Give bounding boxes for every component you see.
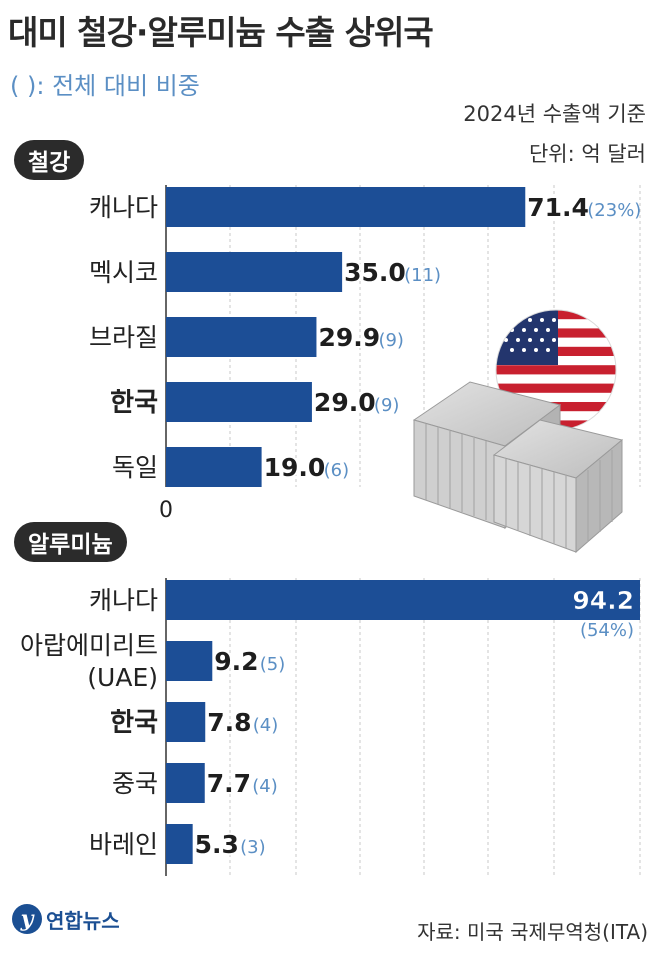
bar	[166, 187, 526, 227]
bar	[166, 824, 193, 864]
category-label: 브라질	[89, 323, 158, 352]
category-label: 캐나다	[89, 193, 158, 222]
category-label: 중국	[112, 769, 158, 798]
bar	[166, 382, 312, 422]
section-badge-aluminum: 알루미늄	[14, 522, 127, 562]
category-label: 한국	[110, 708, 158, 738]
category-label: 캐나다	[89, 586, 158, 615]
category-label: 아랍에미리트	[20, 631, 158, 660]
value-label: 7.8	[207, 708, 251, 737]
share-label: (4)	[253, 715, 279, 736]
unit-note: 단위: 억 달러	[528, 142, 646, 166]
chart-subtitle: ( ): 전체 대비 비중	[10, 72, 200, 100]
share-label: (9)	[378, 330, 404, 351]
bar	[166, 641, 213, 681]
share-label: (5)	[260, 654, 286, 675]
share-label: (6)	[324, 460, 350, 481]
yonhap-logo: y 연합뉴스	[12, 904, 120, 934]
category-label: (UAE)	[87, 663, 158, 692]
axis-zero-label: 0	[159, 498, 173, 523]
share-label: (9)	[374, 395, 400, 416]
value-label: 94.2	[572, 586, 634, 615]
bar	[166, 763, 205, 803]
source-note: 자료: 미국 국제무역청(ITA)	[417, 920, 648, 944]
value-label: 5.3	[195, 830, 239, 859]
logo-text: 연합뉴스	[46, 908, 120, 933]
share-label: (3)	[240, 837, 266, 858]
steel-bar-chart: 캐나다 71.4(23%)멕시코 35.0(11)브라질 29.9(9)한국 29.0(…	[89, 185, 641, 523]
share-label: (54%)	[580, 620, 634, 641]
value-label: 71.4	[527, 193, 589, 222]
share-label: (4)	[252, 776, 278, 797]
bar	[166, 580, 640, 620]
value-label: 29.9	[318, 323, 380, 352]
value-label: 29.0	[314, 388, 376, 417]
value-label: 9.2	[214, 647, 258, 676]
basis-note: 2024년 수출액 기준	[463, 102, 646, 126]
share-label: (23%)	[587, 200, 641, 221]
category-label: 한국	[110, 388, 158, 418]
category-label: 바레인	[89, 830, 158, 859]
value-label: 7.7	[207, 769, 251, 798]
bar	[166, 317, 317, 357]
category-label: 멕시코	[89, 258, 158, 287]
category-label: 독일	[112, 453, 158, 482]
aluminum-bar-chart: 캐나다 94.2(54%)아랍에미리트(UAE)9.2 (5)한국 7.8 (4)중국 7…	[20, 578, 640, 876]
bar	[166, 702, 206, 742]
logo-mark-icon: y	[12, 904, 42, 934]
chart-title: 대미 철강·알루미늄 수출 상위국	[8, 13, 434, 52]
bar	[166, 447, 262, 487]
value-label: 35.0	[344, 258, 406, 287]
bar	[166, 252, 343, 292]
shipping-container-icon	[412, 381, 624, 554]
section-badge-steel: 철강	[14, 140, 85, 180]
value-label: 19.0	[264, 453, 326, 482]
share-label: (11)	[404, 265, 441, 286]
